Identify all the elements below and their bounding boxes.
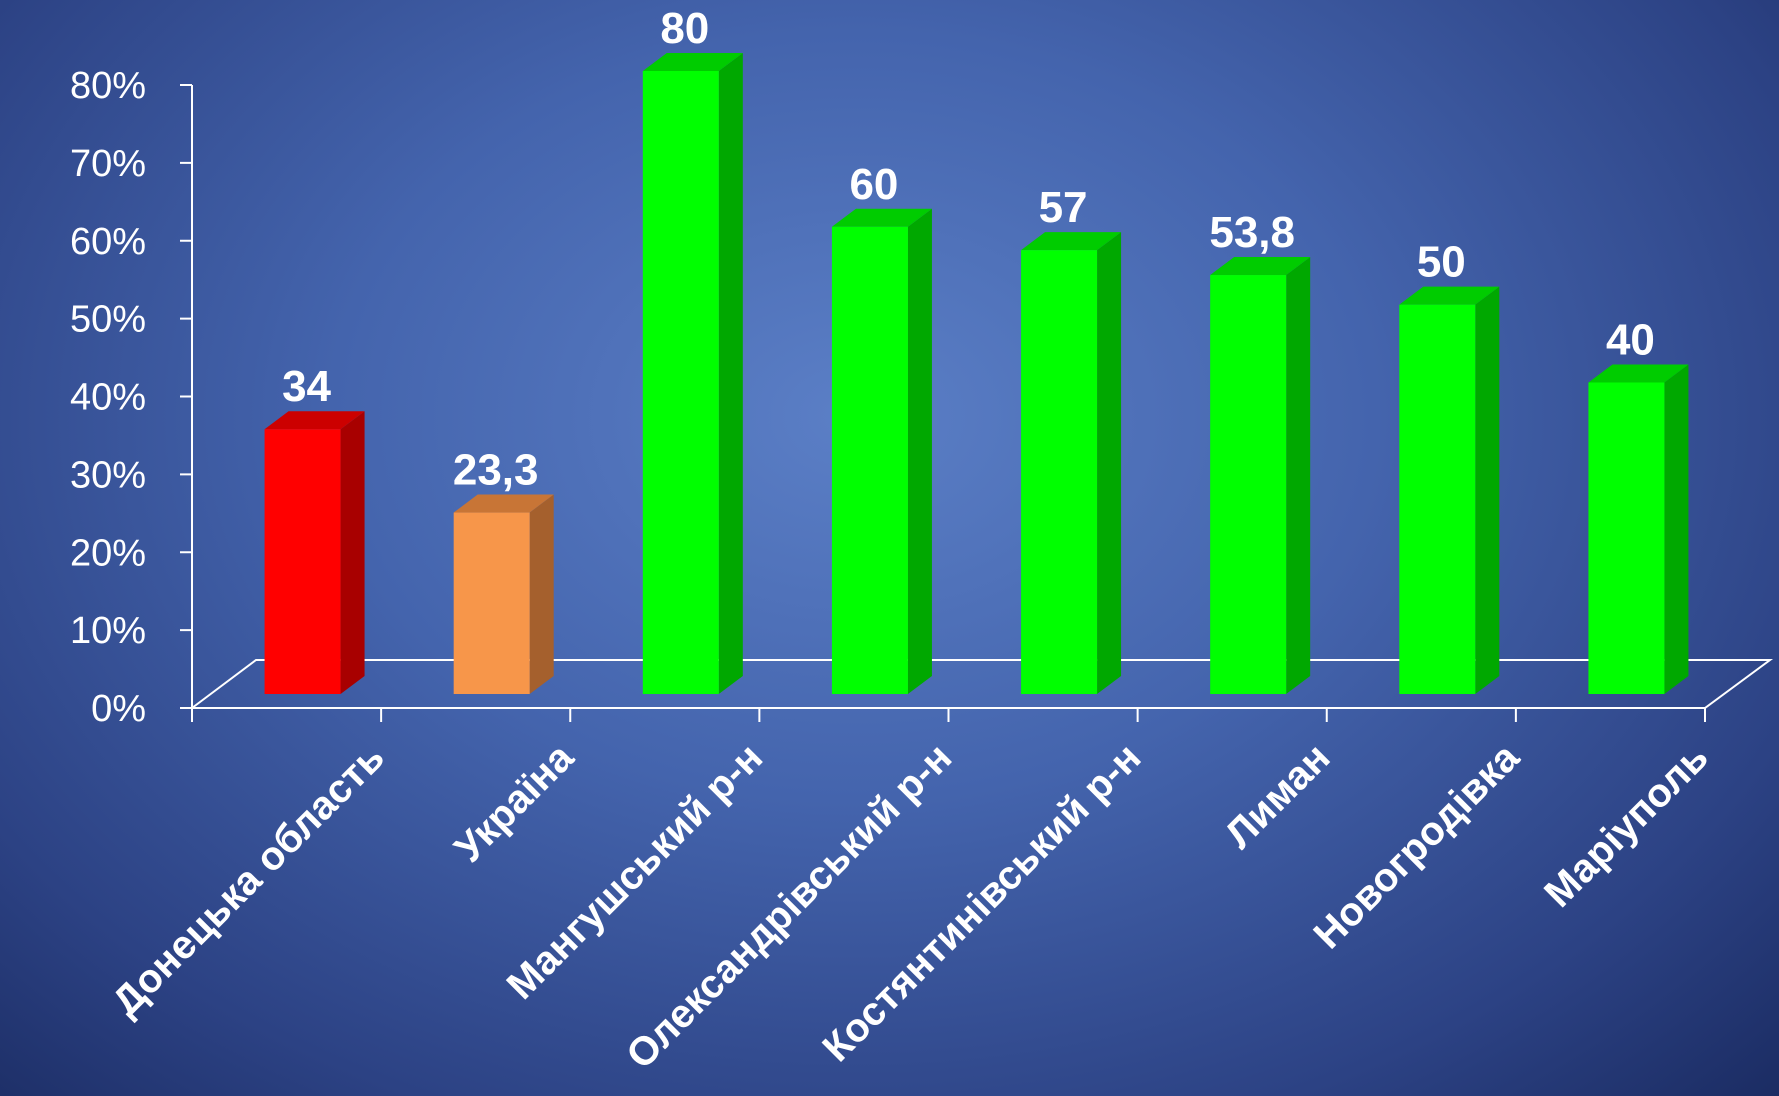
bar-front: [1399, 304, 1476, 694]
y-tick-label: 60%: [70, 221, 146, 263]
bar: [1210, 257, 1311, 694]
bar-top: [642, 53, 743, 71]
data-label: 23,3: [453, 446, 539, 495]
bar-side: [529, 494, 554, 694]
bar-side: [1286, 257, 1311, 694]
bar-front: [1021, 250, 1098, 695]
y-tick-label: 80%: [70, 65, 146, 107]
bar-front: [1210, 275, 1287, 694]
y-tick-label: 30%: [70, 454, 146, 496]
data-label: 34: [282, 362, 331, 411]
data-label: 53,8: [1209, 208, 1295, 257]
y-tick-label: 10%: [70, 610, 146, 652]
bar: [453, 494, 554, 694]
bar: [264, 411, 365, 694]
x-category-label: Маріуполь: [1536, 735, 1717, 916]
data-label: 40: [1606, 316, 1655, 365]
bar: [831, 208, 932, 694]
data-label: 80: [660, 4, 709, 53]
x-category-label: Новогродівка: [1306, 735, 1529, 958]
x-category-label: Донецька область: [104, 735, 393, 1024]
bar-top: [1399, 286, 1500, 305]
bar-side: [907, 208, 932, 694]
x-category-label: Україна: [446, 735, 582, 871]
bar-front: [264, 429, 341, 694]
bar-top: [1210, 257, 1311, 276]
y-tick-label: 50%: [70, 299, 146, 341]
y-tick-label: 40%: [70, 377, 146, 419]
y-axis-tick-labels: 0% 10% 20% 30% 40% 50% 60% 70% 80%: [70, 65, 146, 730]
bar-side: [1097, 232, 1122, 695]
chart-axes: [180, 84, 1706, 722]
data-labels: 34 23,3 80 60 57 53,8 50 40: [282, 4, 1655, 495]
bar-top: [1588, 364, 1689, 383]
bar-side: [340, 411, 365, 694]
bar: [642, 53, 743, 694]
bar-side: [1664, 364, 1689, 694]
bar: [1588, 364, 1689, 694]
bar-top: [831, 208, 932, 227]
chart-floor: [189, 659, 1774, 709]
bar: [1021, 232, 1122, 695]
bar-top: [264, 411, 365, 430]
x-category-label: Костянтинівський р-н: [814, 735, 1149, 1070]
y-tick-label: 0%: [91, 688, 146, 730]
data-label: 57: [1039, 183, 1088, 232]
x-category-label: Олександрівський р-н: [618, 735, 960, 1077]
data-label: 60: [849, 160, 898, 209]
floor-outline: [189, 659, 1774, 709]
bar: [1399, 286, 1500, 694]
bar-front: [453, 512, 530, 694]
bar-front: [1588, 382, 1665, 694]
bar-side: [718, 53, 743, 694]
bar-side: [1475, 286, 1500, 694]
chart-bars: [264, 53, 1689, 695]
x-category-label: Лиман: [1217, 735, 1339, 857]
bar-top: [1021, 232, 1122, 251]
bar-front: [642, 71, 719, 694]
y-tick-label: 20%: [70, 532, 146, 574]
bar-front: [831, 226, 908, 694]
bar-top: [453, 494, 554, 513]
y-tick-label: 70%: [70, 143, 146, 185]
data-label: 50: [1417, 238, 1466, 287]
